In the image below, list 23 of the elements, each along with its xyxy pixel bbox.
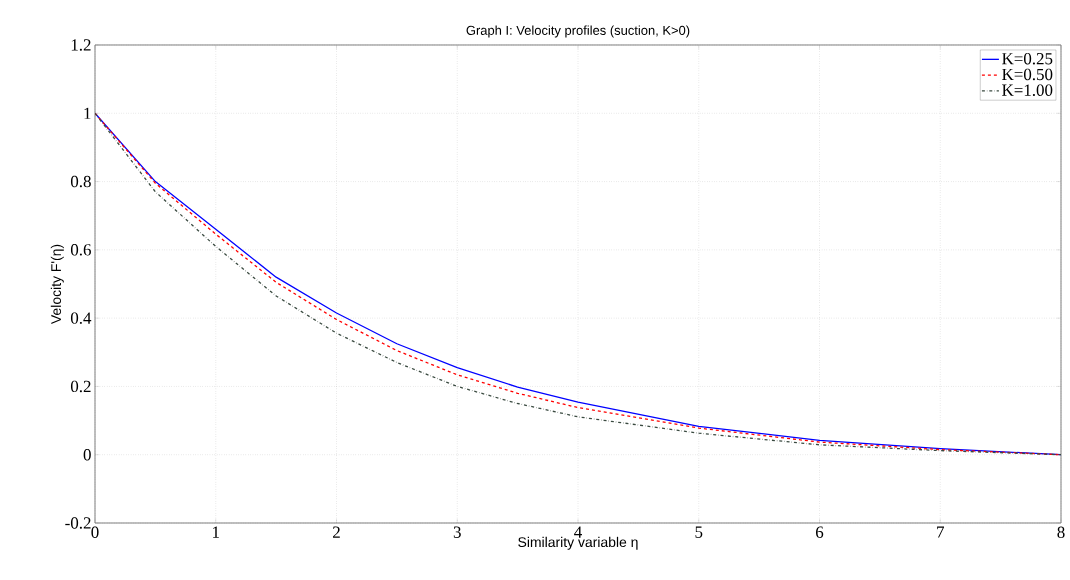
x-tick-label: 2 bbox=[333, 526, 340, 538]
x-tick-label: 6 bbox=[816, 526, 824, 538]
y-tick-label: 1 bbox=[84, 107, 91, 119]
y-axis-title: Velocity F'(η) bbox=[50, 244, 64, 325]
x-tick-label: 7 bbox=[937, 526, 945, 538]
legend-label: K=1.00 bbox=[1002, 84, 1053, 96]
y-tick-label: 0.6 bbox=[70, 244, 91, 256]
x-tick-label: 3 bbox=[453, 526, 461, 538]
x-tick-label: 1 bbox=[213, 526, 219, 538]
x-tick-label: 5 bbox=[695, 526, 703, 538]
y-tick-label: -0.2 bbox=[65, 517, 91, 529]
y-tick-label: 1.2 bbox=[71, 39, 91, 51]
y-tick-label: 0.4 bbox=[70, 312, 92, 324]
x-tick-label: 8 bbox=[1057, 526, 1065, 538]
x-axis-title: Similarity variable η bbox=[518, 536, 638, 550]
y-tick-label: 0 bbox=[83, 449, 91, 461]
legend-label: K=0.25 bbox=[1002, 52, 1053, 65]
chart-title: Graph I: Velocity profiles (suction, K>0) bbox=[466, 25, 690, 38]
legend-label: K=0.50 bbox=[1002, 68, 1053, 81]
y-tick-label: 0.8 bbox=[70, 175, 91, 188]
y-tick-label: 0.2 bbox=[70, 380, 91, 393]
x-tick-label: 4 bbox=[574, 526, 582, 538]
line-series bbox=[95, 112, 1062, 456]
